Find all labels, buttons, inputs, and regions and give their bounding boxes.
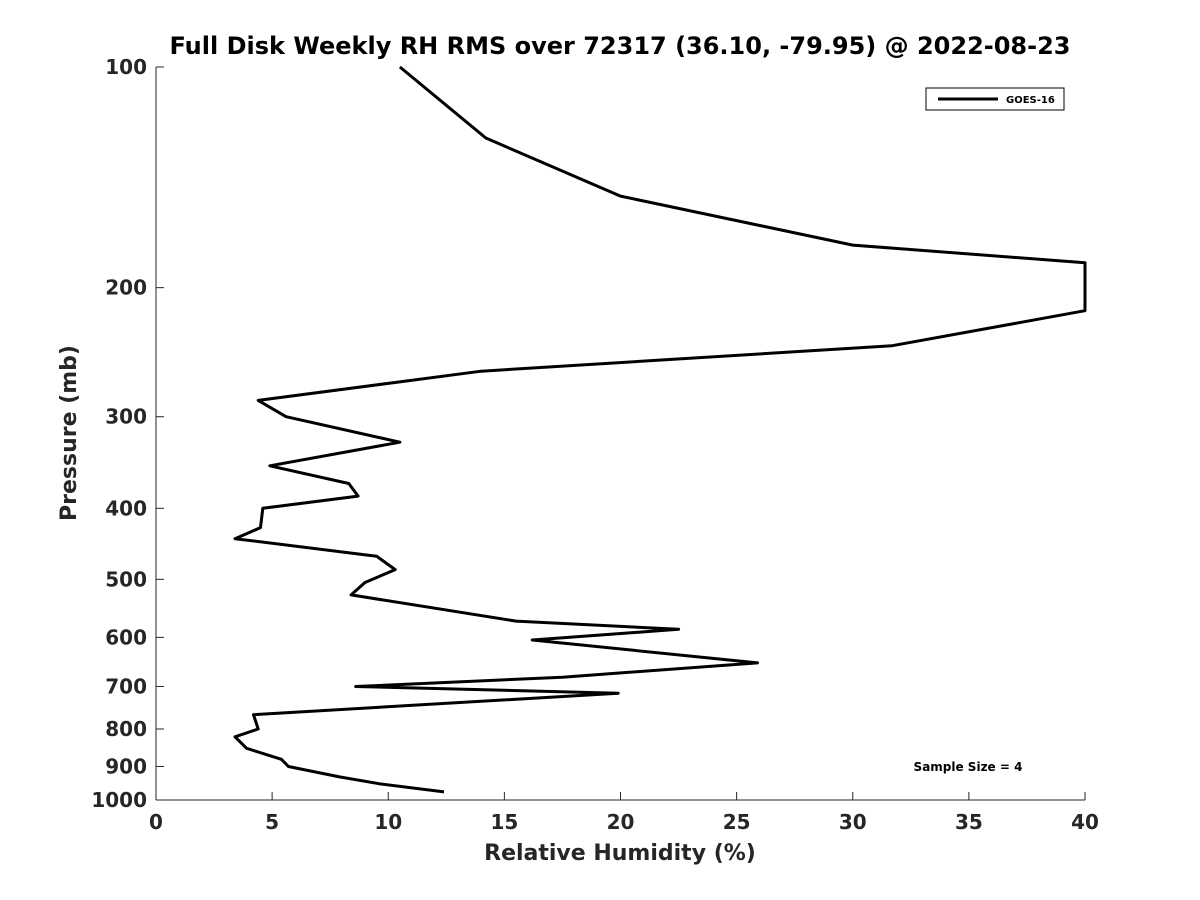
series-line-goes-16 [233, 65, 1087, 794]
y-tick-label: 100 [105, 55, 147, 79]
legend-label-goes-16: GOES-16 [1006, 95, 1055, 106]
x-tick-label: 0 [149, 810, 163, 834]
x-axis-label: Relative Humidity (%) [484, 841, 756, 866]
y-tick-label: 800 [105, 717, 147, 741]
y-tick-label: 600 [105, 625, 147, 649]
x-tick-label: 20 [607, 810, 635, 834]
legend: GOES-16 [925, 87, 1065, 111]
plot-area [156, 67, 1085, 800]
x-tick-label: 25 [723, 810, 751, 834]
x-tick-label: 40 [1071, 810, 1099, 834]
y-tick-label: 300 [105, 405, 147, 429]
y-tick-label: 200 [105, 276, 147, 300]
y-tick-label: 500 [105, 567, 147, 591]
y-tick-label: 900 [105, 754, 147, 778]
y-tick-label: 700 [105, 674, 147, 698]
x-tick-label: 35 [955, 810, 983, 834]
series-layer [233, 65, 1087, 794]
y-axis-ticks: 100 200 300 400 500 600 700 800 900 1000 [91, 55, 164, 812]
x-tick-label: 5 [265, 810, 279, 834]
x-tick-label: 10 [374, 810, 402, 834]
chart-title: Full Disk Weekly RH RMS over 72317 (36.1… [169, 32, 1070, 60]
y-tick-label: 400 [105, 496, 147, 520]
x-tick-label: 15 [490, 810, 518, 834]
x-tick-label: 30 [839, 810, 867, 834]
x-axis-ticks: 0 5 10 15 20 25 30 35 40 [149, 792, 1099, 834]
sample-size-annotation: Sample Size = 4 [914, 760, 1023, 774]
y-tick-label: 1000 [91, 788, 147, 812]
y-axis-label: Pressure (mb) [57, 345, 82, 521]
